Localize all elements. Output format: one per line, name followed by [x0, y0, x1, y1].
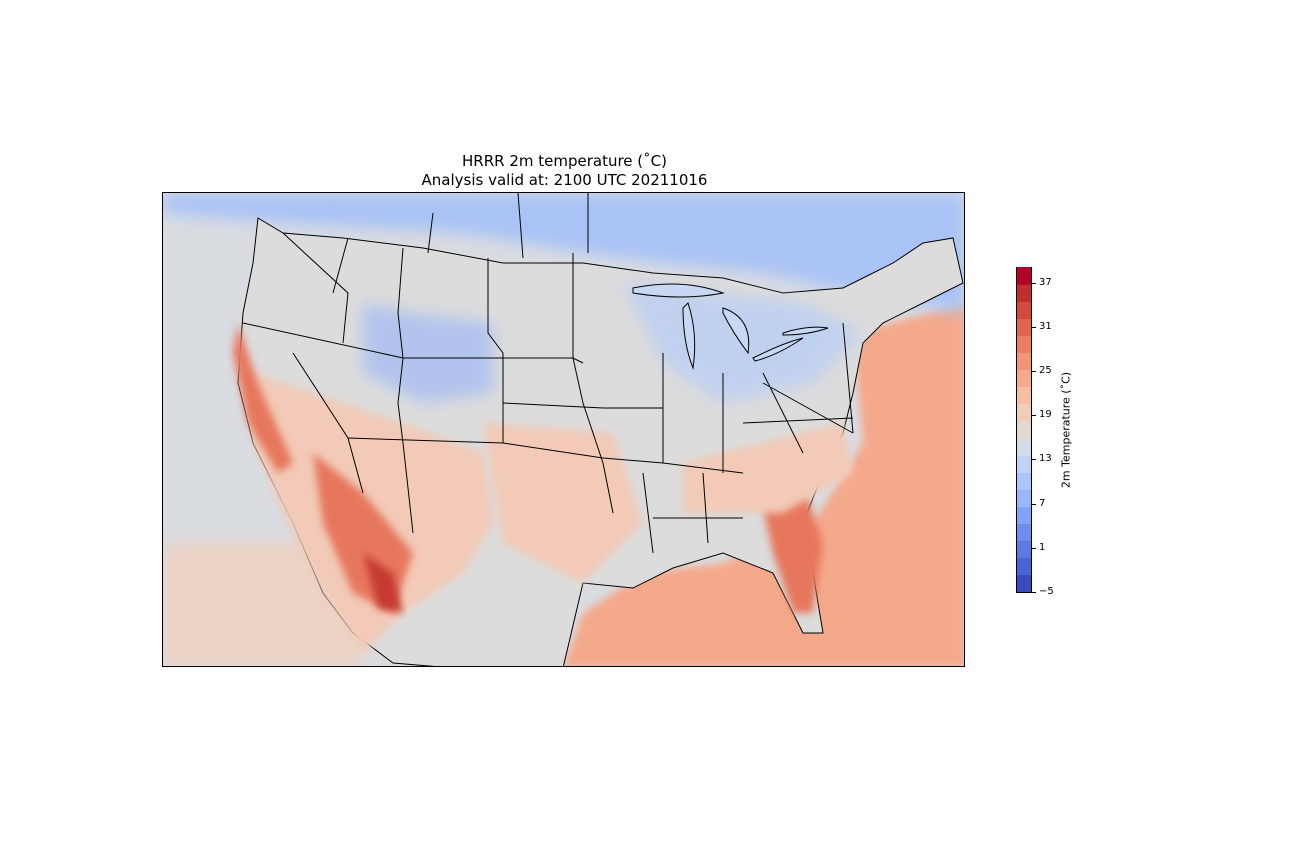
warm-southeast: [683, 423, 853, 513]
colorbar-segment: [1017, 301, 1031, 320]
colorbar-segment: [1017, 267, 1031, 286]
colorbar-tick: [1032, 283, 1036, 284]
colorbar-tick: [1032, 548, 1036, 549]
lake-superior: [632, 283, 725, 298]
colorbar-tick-label: 1: [1039, 542, 1046, 553]
colorbar-tick-label: 25: [1039, 365, 1052, 376]
colorbar-tick: [1032, 504, 1036, 505]
colorbar-tick: [1032, 592, 1036, 593]
colorbar-tick-label: 19: [1039, 409, 1052, 420]
colorbar-segment: [1017, 403, 1031, 422]
colorbar-tick-label: 31: [1039, 321, 1052, 332]
colorbar-tick-label: 13: [1039, 453, 1052, 464]
canada-region: [163, 193, 964, 313]
colorbar-segment: [1017, 454, 1031, 473]
colorbar-tick-label: 7: [1039, 498, 1046, 509]
lake-huron: [722, 307, 750, 355]
colorbar-segment: [1017, 539, 1031, 558]
colorbar-segment: [1017, 318, 1031, 337]
map-panel: [162, 192, 965, 667]
colorbar-segment: [1017, 574, 1031, 592]
colorbar-segment: [1017, 386, 1031, 405]
hot-california: [233, 323, 293, 473]
colorbar-tick: [1032, 327, 1036, 328]
colorbar-tick: [1032, 415, 1036, 416]
colorbar: [1016, 267, 1032, 593]
colorbar-tick-label: 37: [1039, 277, 1052, 288]
temperature-map: [163, 193, 964, 666]
colorbar-segment: [1017, 471, 1031, 490]
colorbar-title: 2m Temperature (˚C): [1059, 371, 1073, 489]
colorbar-segment: [1017, 522, 1031, 541]
colorbar-segment: [1017, 284, 1031, 303]
colorbar-segment: [1017, 420, 1031, 439]
colorbar-segment: [1017, 505, 1031, 524]
hottest-core: [363, 553, 403, 613]
colorbar-tick-label: −5: [1039, 586, 1054, 597]
colorbar-segment: [1017, 437, 1031, 456]
colorbar-tick: [1032, 371, 1036, 372]
state-borders: [242, 193, 854, 554]
lake-michigan: [682, 302, 696, 370]
colorbar-segment: [1017, 352, 1031, 371]
map-title-line2: Analysis valid at: 2100 UTC 20211016: [421, 171, 708, 189]
colorbar-segment: [1017, 488, 1031, 507]
colorbar-segment: [1017, 335, 1031, 354]
cold-rockies: [363, 303, 493, 403]
colorbar-segment: [1017, 556, 1031, 575]
map-title-line1: HRRR 2m temperature (˚C): [462, 152, 667, 170]
atlantic-ocean: [563, 303, 964, 666]
lake-erie: [752, 337, 804, 362]
lake-ontario: [782, 326, 829, 336]
colorbar-tick: [1032, 459, 1036, 460]
colorbar-segment: [1017, 369, 1031, 388]
